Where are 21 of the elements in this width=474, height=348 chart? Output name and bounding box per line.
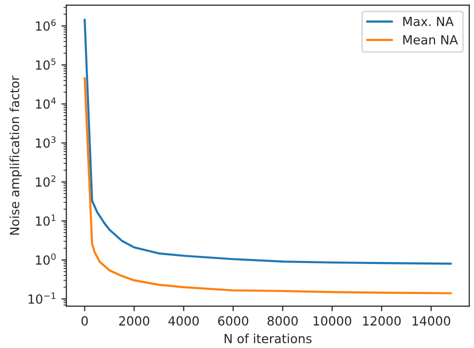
y-tick-label: 10$^{1}$ [36, 214, 56, 226]
x-tick-label: 0 [82, 316, 88, 326]
x-tick-label: 14000 [412, 316, 450, 326]
legend-label: Max. NA [403, 16, 454, 26]
y-tick-label: 10$^{−1}$ [28, 292, 56, 304]
y-tick-label: 10$^{5}$ [36, 58, 56, 70]
y-tick-label: 10$^{6}$ [36, 19, 56, 31]
y-tick-label: 10$^{4}$ [36, 97, 56, 109]
x-tick-label: 8000 [268, 316, 298, 326]
x-axis-title: N of iterations [224, 334, 312, 344]
y-tick-label: 10$^{3}$ [36, 136, 56, 148]
y-axis-title: Noise amplification factor [10, 76, 22, 235]
x-tick-label: 6000 [218, 316, 248, 326]
y-tick-label: 10$^{0}$ [36, 253, 56, 265]
legend-label: Mean NA [403, 35, 458, 44]
y-tick-label: 10$^{2}$ [36, 175, 56, 187]
x-tick-label: 2000 [119, 316, 150, 326]
line-series [84, 77, 452, 294]
x-tick-label: 4000 [168, 316, 199, 326]
x-tick-label: 12000 [363, 316, 401, 326]
x-tick-label: 10000 [314, 316, 352, 326]
